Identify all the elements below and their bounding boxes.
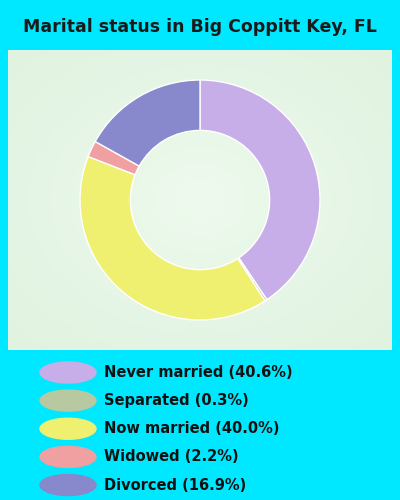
Wedge shape [88,142,139,175]
Text: Never married (40.6%): Never married (40.6%) [104,365,293,380]
Text: Divorced (16.9%): Divorced (16.9%) [104,478,246,492]
Wedge shape [200,80,320,300]
Circle shape [40,418,96,440]
Circle shape [40,446,96,468]
Wedge shape [80,156,265,320]
Wedge shape [95,80,200,166]
Circle shape [40,362,96,383]
Text: Separated (0.3%): Separated (0.3%) [104,393,249,408]
Text: Marital status in Big Coppitt Key, FL: Marital status in Big Coppitt Key, FL [23,18,377,36]
Circle shape [40,474,96,496]
Text: Now married (40.0%): Now married (40.0%) [104,421,280,436]
Text: Widowed (2.2%): Widowed (2.2%) [104,450,239,464]
Wedge shape [238,258,267,301]
Circle shape [40,390,96,411]
